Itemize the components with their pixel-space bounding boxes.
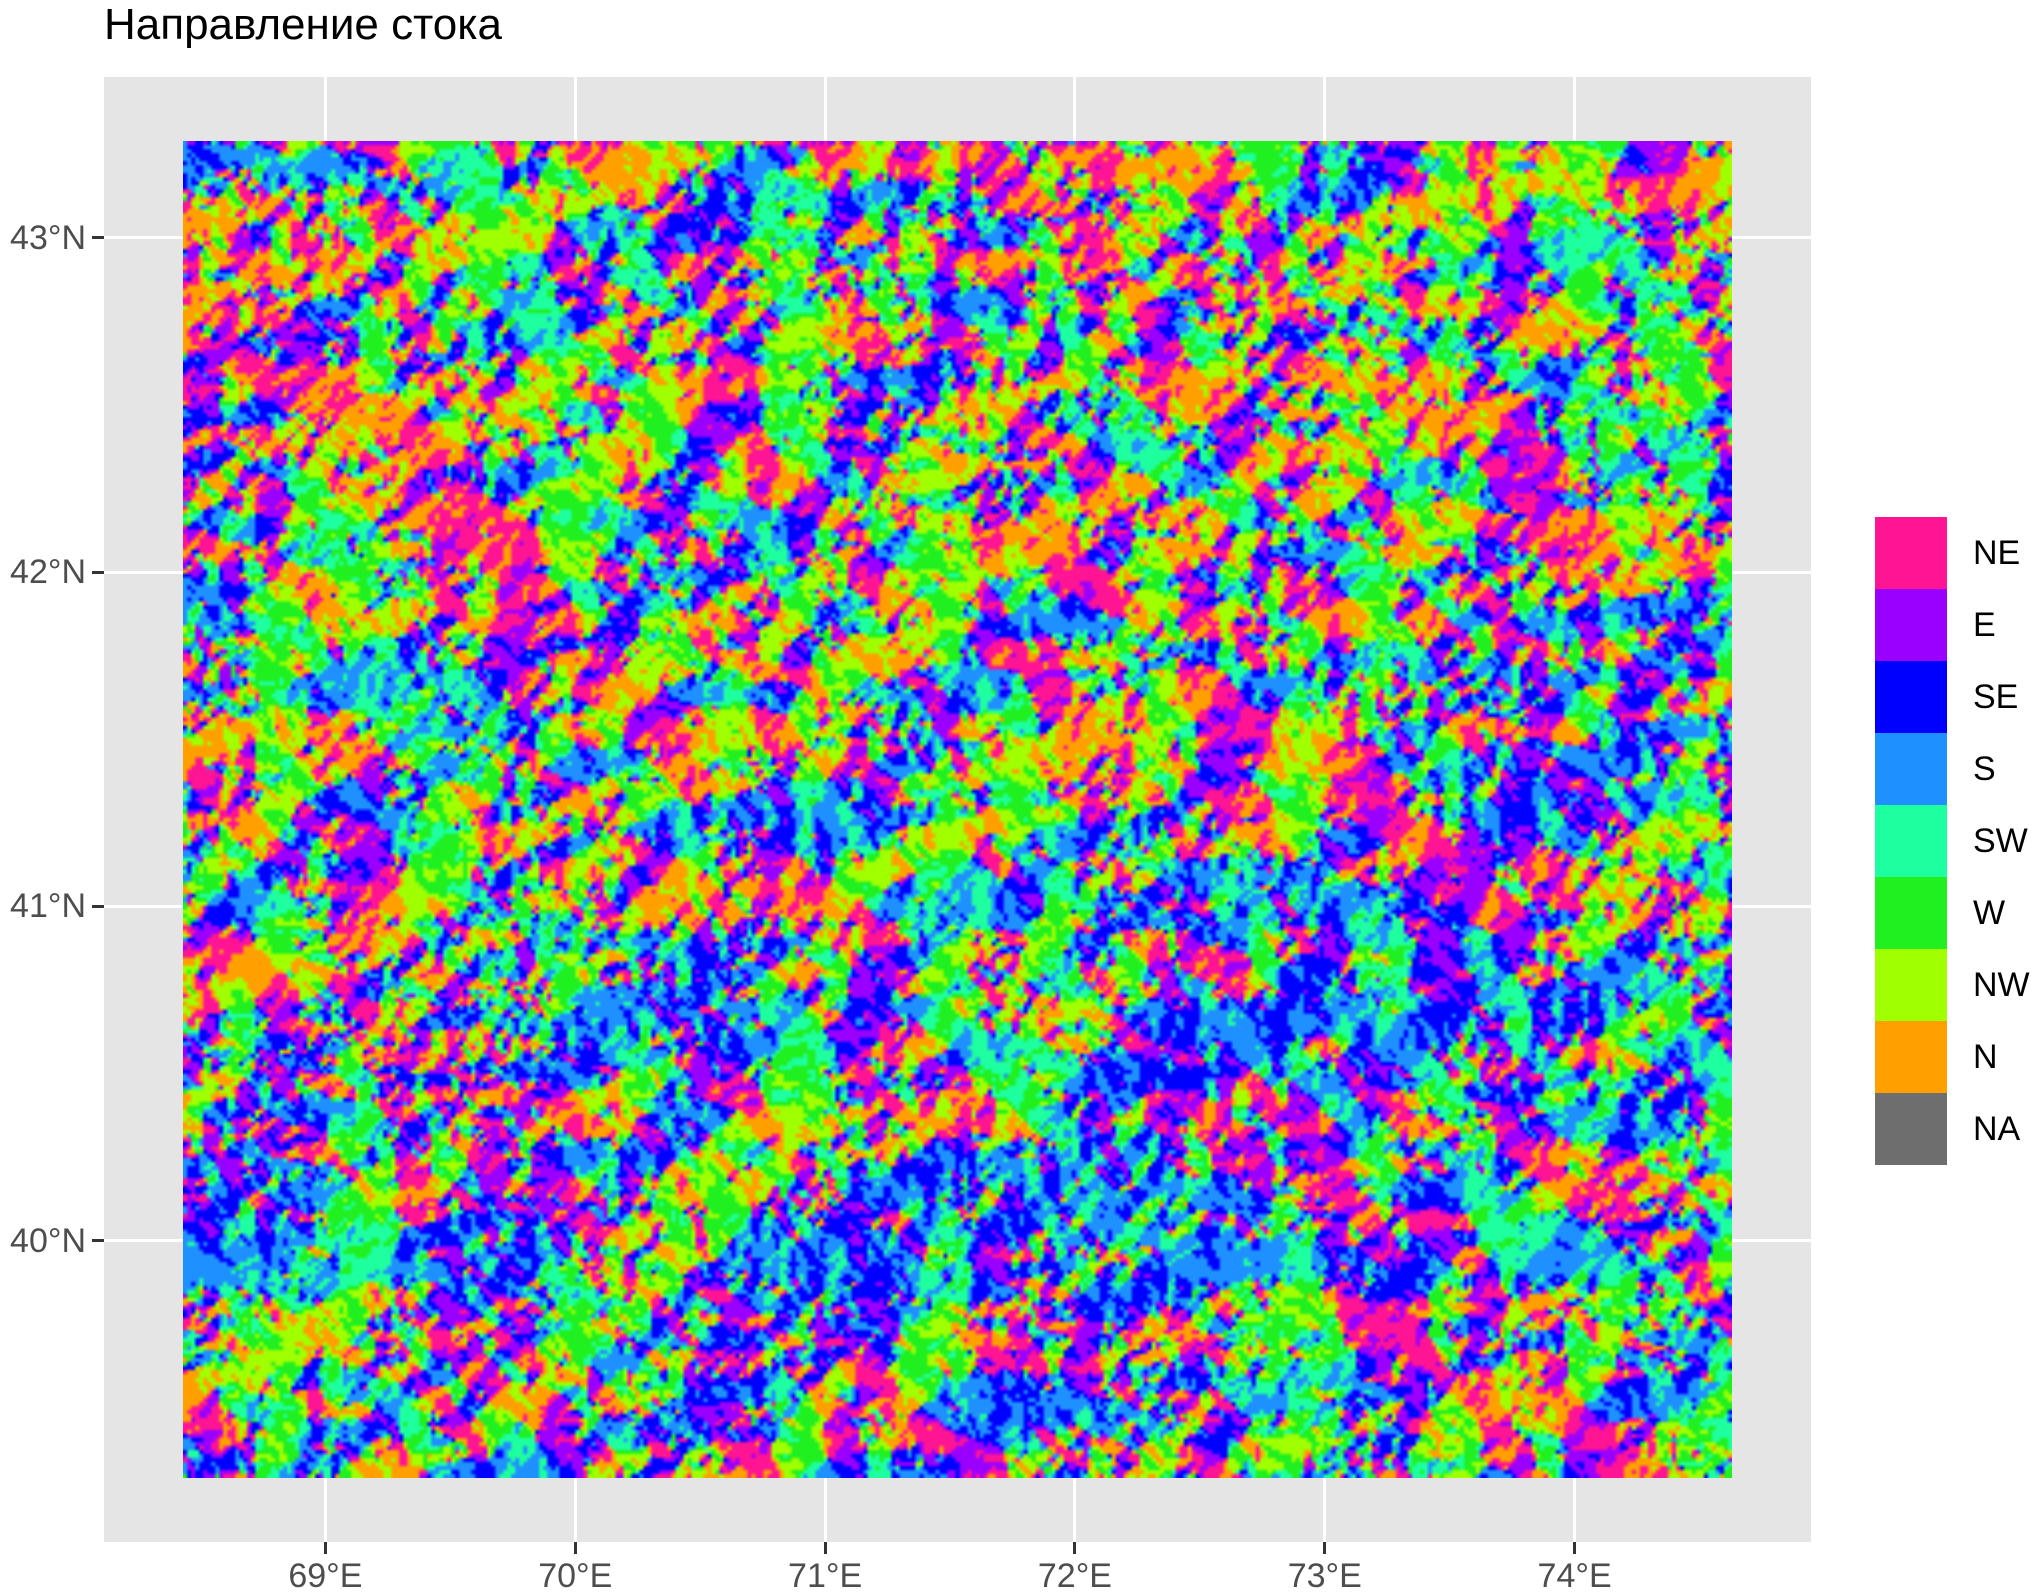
x-tick-73 [1323,1542,1327,1554]
legend-swatch [1875,949,1947,1021]
legend-label: NE [1973,534,2021,572]
y-tick-42 [92,570,104,574]
y-tick-label: 42°N [10,553,86,592]
map-title: Направление стока [104,0,502,49]
y-tick-label: 43°N [10,218,86,257]
legend-label: N [1973,1038,1998,1076]
legend-label: SE [1973,678,2019,716]
y-tick-43 [92,236,104,240]
y-tick-41 [92,904,104,908]
x-tick-label: 69°E [288,1557,363,1595]
y-tick-40 [92,1239,104,1243]
legend-label: SW [1973,822,2028,860]
legend-item-w: W [1875,877,2025,949]
legend-label: NA [1973,1110,2021,1148]
legend-label: W [1973,894,2006,932]
legend-label: NW [1973,966,2030,1004]
x-tick-label: 72°E [1037,1557,1112,1595]
legend-swatch [1875,661,1947,733]
legend-label: S [1973,750,1996,788]
legend-label: E [1973,606,1996,644]
x-tick-71 [823,1542,827,1554]
legend-item-na: NA [1875,1093,2025,1165]
x-tick-label: 71°E [788,1557,863,1595]
legend-item-nw: NW [1875,949,2030,1021]
y-tick-label: 40°N [10,1221,86,1260]
x-tick-74 [1573,1542,1577,1554]
plot-panel [104,77,1811,1542]
legend-item-sw: SW [1875,805,2028,877]
x-tick-label: 74°E [1537,1557,1612,1595]
legend-swatch [1875,877,1947,949]
legend-swatch [1875,805,1947,877]
x-tick-label: 70°E [538,1557,613,1595]
y-tick-label: 41°N [10,887,86,926]
x-tick-label: 73°E [1287,1557,1362,1595]
legend-item-e: E [1875,589,2025,661]
x-tick-69 [323,1542,327,1554]
legend-item-se: SE [1875,661,2025,733]
legend-swatch [1875,589,1947,661]
x-tick-72 [1073,1542,1077,1554]
x-tick-70 [573,1542,577,1554]
flow-direction-raster [183,141,1732,1478]
legend-item-n: N [1875,1021,2025,1093]
legend: NE E SE S SW W NW N NA [1875,517,2030,1165]
legend-swatch [1875,517,1947,589]
legend-swatch [1875,733,1947,805]
legend-item-ne: NE [1875,517,2025,589]
legend-swatch [1875,1021,1947,1093]
legend-item-s: S [1875,733,2025,805]
legend-swatch [1875,1093,1947,1165]
raster-canvas [183,141,1732,1478]
